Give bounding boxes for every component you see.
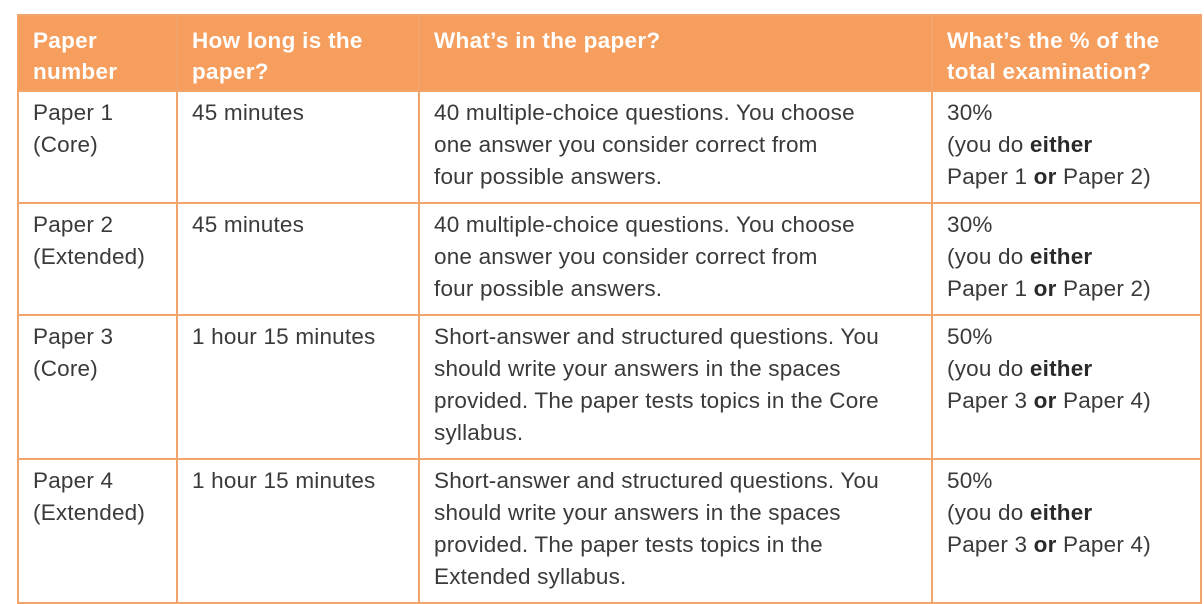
percent-note-papers: Paper 3 or Paper 4): [947, 532, 1151, 557]
percent-note: (you do either: [947, 244, 1093, 269]
cell-percent: 50% (you do either Paper 3 or Paper 4): [931, 314, 1202, 460]
percent-note-papers: Paper 1 or Paper 2): [947, 164, 1151, 189]
table-row: Paper 2 (Extended) 45 minutes 40 multipl…: [17, 202, 1202, 316]
cell-paper-number: Paper 3 (Core): [17, 314, 178, 460]
header-content: What’s in the paper?: [418, 14, 933, 92]
header-duration: How long is the paper?: [176, 14, 420, 92]
cell-duration: 1 hour 15 minutes: [176, 314, 420, 460]
percent-note: (you do either: [947, 500, 1093, 525]
cell-content: Short-answer and structured questions. Y…: [418, 314, 933, 460]
exam-papers-table: Paper number How long is the paper? What…: [17, 14, 1202, 604]
cell-percent: 50% (you do either Paper 3 or Paper 4): [931, 458, 1202, 604]
cell-paper-number: Paper 4 (Extended): [17, 458, 178, 604]
cell-percent: 30% (you do either Paper 1 or Paper 2): [931, 90, 1202, 204]
percent-note: (you do either: [947, 132, 1093, 157]
header-percent: What’s the % of the total examination?: [931, 14, 1202, 92]
table-row: Paper 4 (Extended) 1 hour 15 minutes Sho…: [17, 458, 1202, 604]
cell-content: Short-answer and structured questions. Y…: [418, 458, 933, 604]
cell-content: 40 multiple-choice questions. You choose…: [418, 202, 933, 316]
table-row: Paper 3 (Core) 1 hour 15 minutes Short-a…: [17, 314, 1202, 460]
percent-note-papers: Paper 3 or Paper 4): [947, 388, 1151, 413]
cell-percent: 30% (you do either Paper 1 or Paper 2): [931, 202, 1202, 316]
table-row: Paper 1 (Core) 45 minutes 40 multiple-ch…: [17, 90, 1202, 204]
table-header-row: Paper number How long is the paper? What…: [17, 14, 1202, 92]
cell-duration: 45 minutes: [176, 90, 420, 204]
percent-note-papers: Paper 1 or Paper 2): [947, 276, 1151, 301]
cell-paper-number: Paper 2 (Extended): [17, 202, 178, 316]
cell-duration: 45 minutes: [176, 202, 420, 316]
exam-papers-table-wrapper: Paper number How long is the paper? What…: [17, 14, 1202, 604]
header-paper-number: Paper number: [17, 14, 178, 92]
cell-content: 40 multiple-choice questions. You choose…: [418, 90, 933, 204]
cell-paper-number: Paper 1 (Core): [17, 90, 178, 204]
cell-duration: 1 hour 15 minutes: [176, 458, 420, 604]
percent-note: (you do either: [947, 356, 1093, 381]
